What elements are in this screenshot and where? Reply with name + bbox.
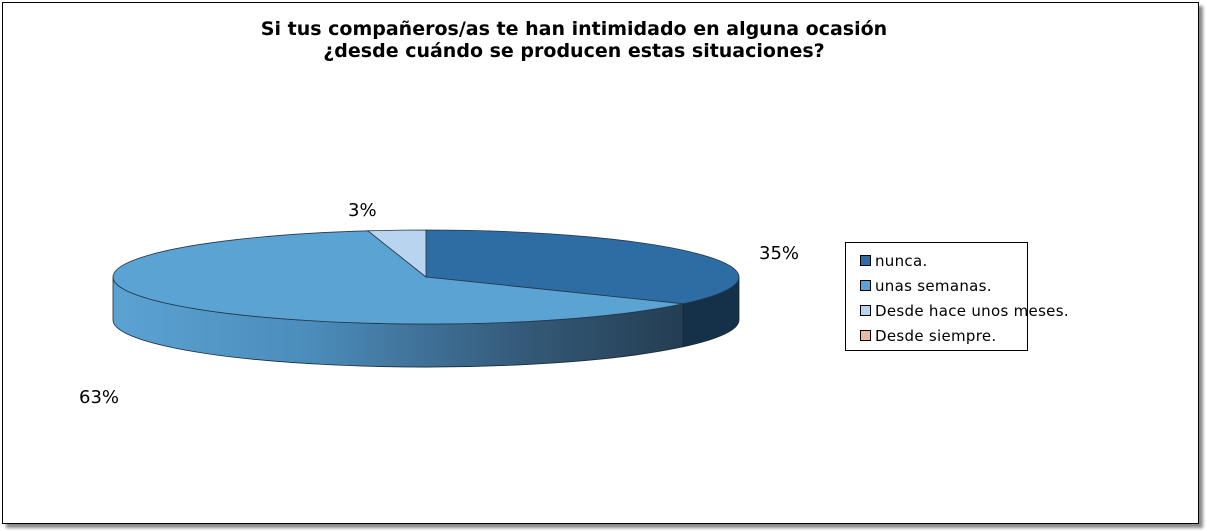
legend-swatch-unas-semanas bbox=[860, 280, 871, 291]
legend-label-desde-hace-unos-meses: Desde hace unos meses. bbox=[875, 301, 1069, 320]
legend-label-nunca: nunca. bbox=[875, 251, 928, 270]
legend-item-unas-semanas: unas semanas. bbox=[860, 273, 1027, 298]
pie-sides bbox=[112, 276, 740, 368]
pie-label-unas-semanas: 63% bbox=[79, 387, 119, 408]
legend-item-desde-siempre: Desde siempre. bbox=[860, 323, 1027, 348]
legend-item-desde-hace-unos-meses: Desde hace unos meses. bbox=[860, 298, 1069, 323]
chart-title-line-1: Si tus compañeros/as te han intimidado e… bbox=[260, 18, 888, 40]
chart-title-line-2: ¿desde cuándo se producen estas situacio… bbox=[323, 40, 825, 62]
pie-tops bbox=[112, 229, 740, 325]
legend-label-desde-siempre: Desde siempre. bbox=[875, 326, 997, 345]
pie-slice-unas-semanas bbox=[112, 230, 684, 325]
legend-swatch-nunca bbox=[860, 255, 871, 266]
legend: nunca. unas semanas. Desde hace unos mes… bbox=[845, 242, 1069, 351]
pie-slice-nunca bbox=[425, 229, 740, 305]
legend-swatch-desde-siempre bbox=[860, 330, 871, 341]
chart-title: Si tus compañeros/as te han intimidado e… bbox=[3, 18, 1145, 62]
pie-label-nunca: 35% bbox=[759, 243, 799, 264]
pie-slice-desde-hace-unos-meses bbox=[366, 229, 427, 278]
legend-label-unas-semanas: unas semanas. bbox=[875, 276, 992, 295]
pie-label-desde-hace-unos-meses: 3% bbox=[348, 200, 377, 221]
legend-swatch-desde-hace-unos-meses bbox=[860, 305, 871, 316]
legend-item-nunca: nunca. bbox=[860, 248, 1027, 273]
pie-labels: 35% 63% 3% bbox=[79, 200, 799, 408]
